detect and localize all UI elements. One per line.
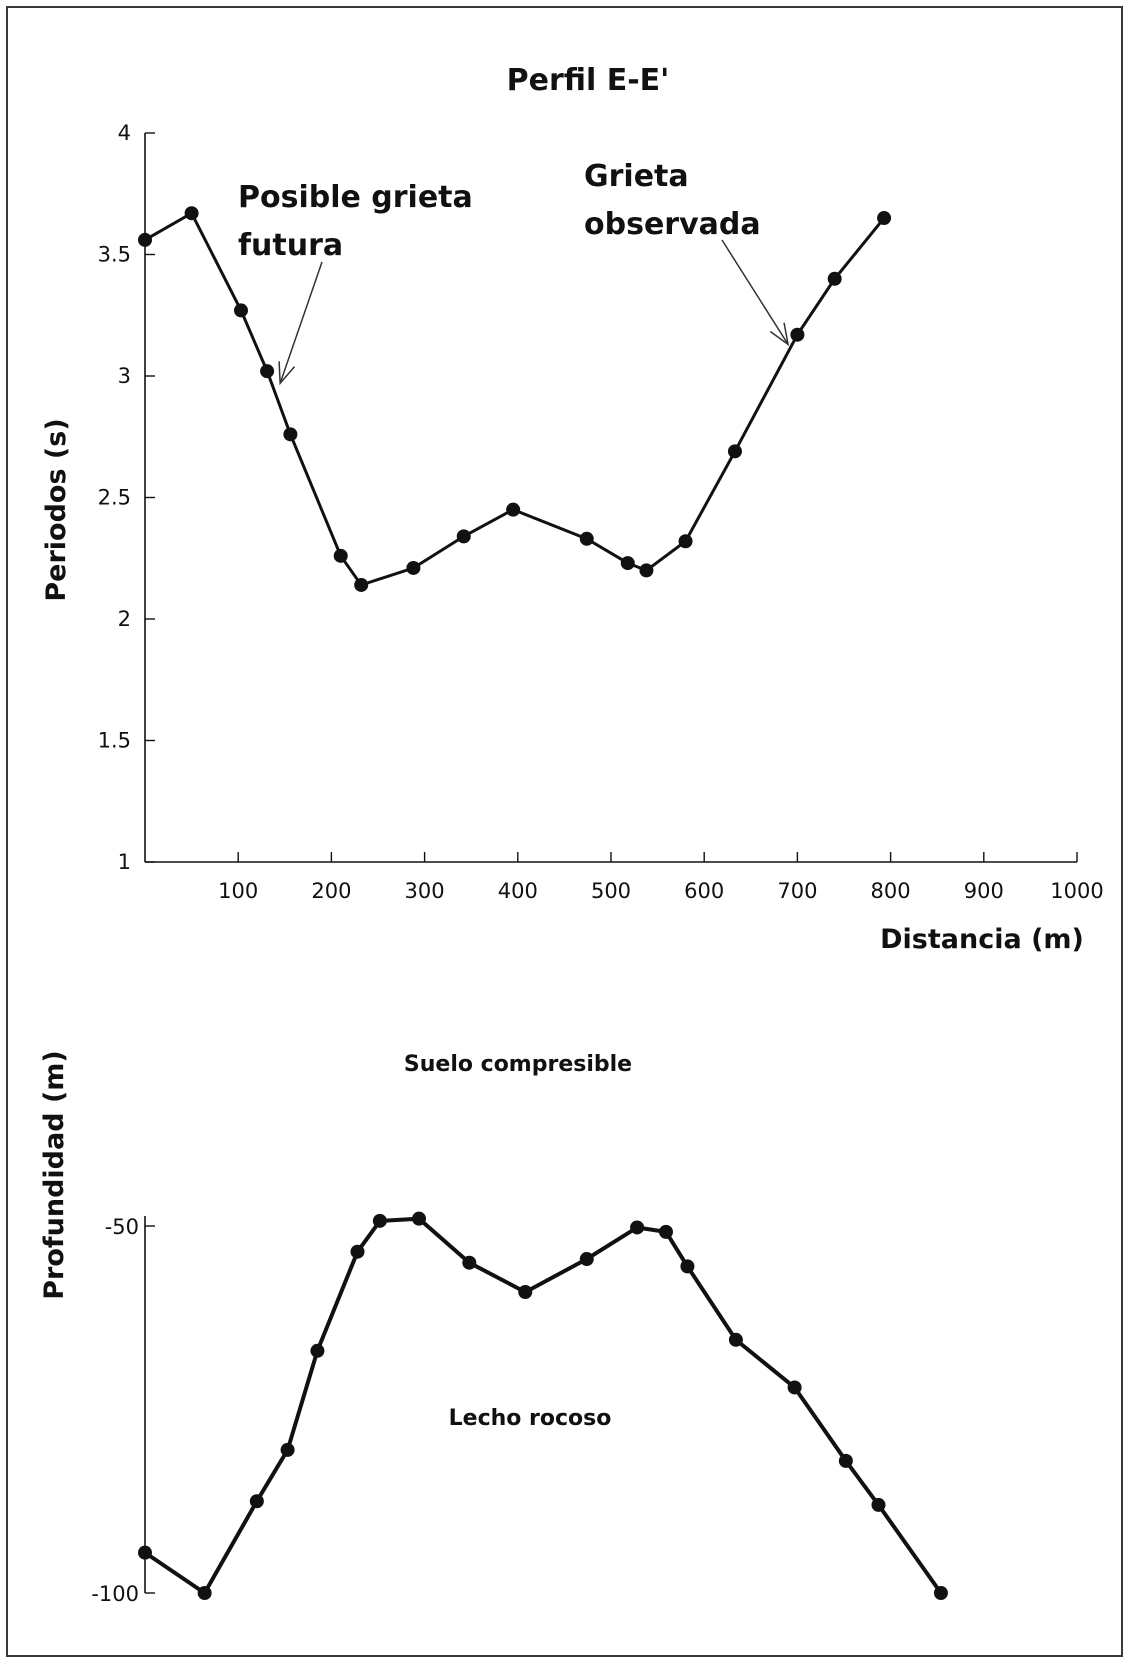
y-tick-label: 1.5 (98, 729, 131, 753)
x-tick-label: 400 (498, 879, 538, 903)
depth-tick-label: -50 (105, 1215, 139, 1239)
periodos-point (727, 444, 742, 459)
periodos-point (827, 271, 842, 286)
x-tick-label: 800 (871, 879, 911, 903)
x-tick-label: 900 (964, 879, 1004, 903)
periodos-point (333, 548, 348, 563)
periodos-point (406, 560, 421, 575)
y-tick-label: 3.5 (98, 243, 131, 267)
y-axis-label-periodos: Periodos (s) (41, 418, 72, 601)
bedrock-point (658, 1224, 673, 1239)
x-tick-label: 500 (591, 879, 631, 903)
y-tick-label: 2 (118, 607, 131, 631)
periodos-point (678, 534, 693, 549)
periodos-point (506, 502, 521, 517)
x-tick-label: 300 (405, 879, 445, 903)
x-tick-label: 700 (777, 879, 817, 903)
annotation-text: observada (584, 207, 761, 242)
periodos-point (620, 556, 635, 571)
annotation-text: Posible grieta (238, 180, 473, 215)
y-axis-label-profundidad: Profundidad (m) (39, 1050, 70, 1300)
periodos-point (790, 327, 805, 342)
bottom-chart-axes: -50 -100 (91, 1215, 155, 1606)
y-tick-label: 1 (118, 850, 131, 874)
periodos-point (138, 232, 152, 247)
bedrock-point (518, 1285, 533, 1300)
periodos-point (260, 364, 275, 379)
bedrock-point (871, 1497, 886, 1512)
x-axis-label: Distancia (m) (880, 924, 1084, 955)
x-tick-label: 200 (311, 879, 351, 903)
periodos-point (639, 563, 654, 578)
top-chart-series (138, 206, 892, 592)
bottom-chart-series (138, 1211, 948, 1600)
y-tick-label: 4 (118, 121, 131, 145)
bedrock-point (350, 1244, 365, 1259)
bedrock-point (680, 1259, 695, 1274)
periodos-line (144, 211, 886, 587)
periodos-point (283, 427, 298, 442)
annotation-arrowhead (278, 361, 296, 386)
bedrock-point (412, 1211, 427, 1226)
bedrock-point (933, 1586, 948, 1600)
chart-title: Perfil E-E' (507, 63, 670, 98)
bedrock-point (138, 1545, 152, 1560)
y-tick-label: 2.5 (98, 486, 131, 510)
bedrock-point (579, 1252, 594, 1267)
x-tick-label: 1000 (1050, 879, 1103, 903)
bedrock-point (280, 1442, 295, 1457)
x-tick-label: 100 (218, 879, 258, 903)
bedrock-point (310, 1343, 325, 1358)
depth-tick-label: -100 (91, 1582, 139, 1606)
top-chart-annotations: Posible grieta futura Grieta observada (238, 159, 790, 386)
top-chart-ticks: 100 200 300 400 500 600 700 800 900 1000 1 1.5 2 2.5 3… (98, 121, 1104, 903)
bedrock-point (630, 1220, 645, 1235)
x-tick-label: 600 (684, 879, 724, 903)
annotation-arrow (279, 261, 323, 384)
bedrock-point (787, 1380, 802, 1395)
bedrock-point (249, 1494, 264, 1509)
y-tick-label: 3 (118, 364, 131, 388)
periodos-point (579, 531, 594, 546)
bedrock-point (372, 1213, 387, 1228)
periodos-point (354, 577, 369, 592)
periodos-point (233, 303, 248, 318)
region-label-lecho: Lecho rocoso (449, 1406, 612, 1431)
bedrock-point (197, 1586, 212, 1600)
bedrock-point (462, 1255, 477, 1270)
figure-frame (6, 6, 1123, 1657)
periodos-point (184, 206, 199, 221)
periodos-point (877, 211, 892, 226)
bedrock-point (728, 1332, 743, 1347)
annotation-text: Grieta (584, 159, 689, 194)
annotation-arrowhead (769, 322, 790, 347)
region-label-suelo: Suelo compresible (404, 1052, 632, 1077)
annotation-text: futura (238, 228, 343, 263)
bedrock-point (838, 1453, 853, 1468)
annotation-arrow (721, 239, 789, 345)
periodos-point (456, 529, 471, 544)
